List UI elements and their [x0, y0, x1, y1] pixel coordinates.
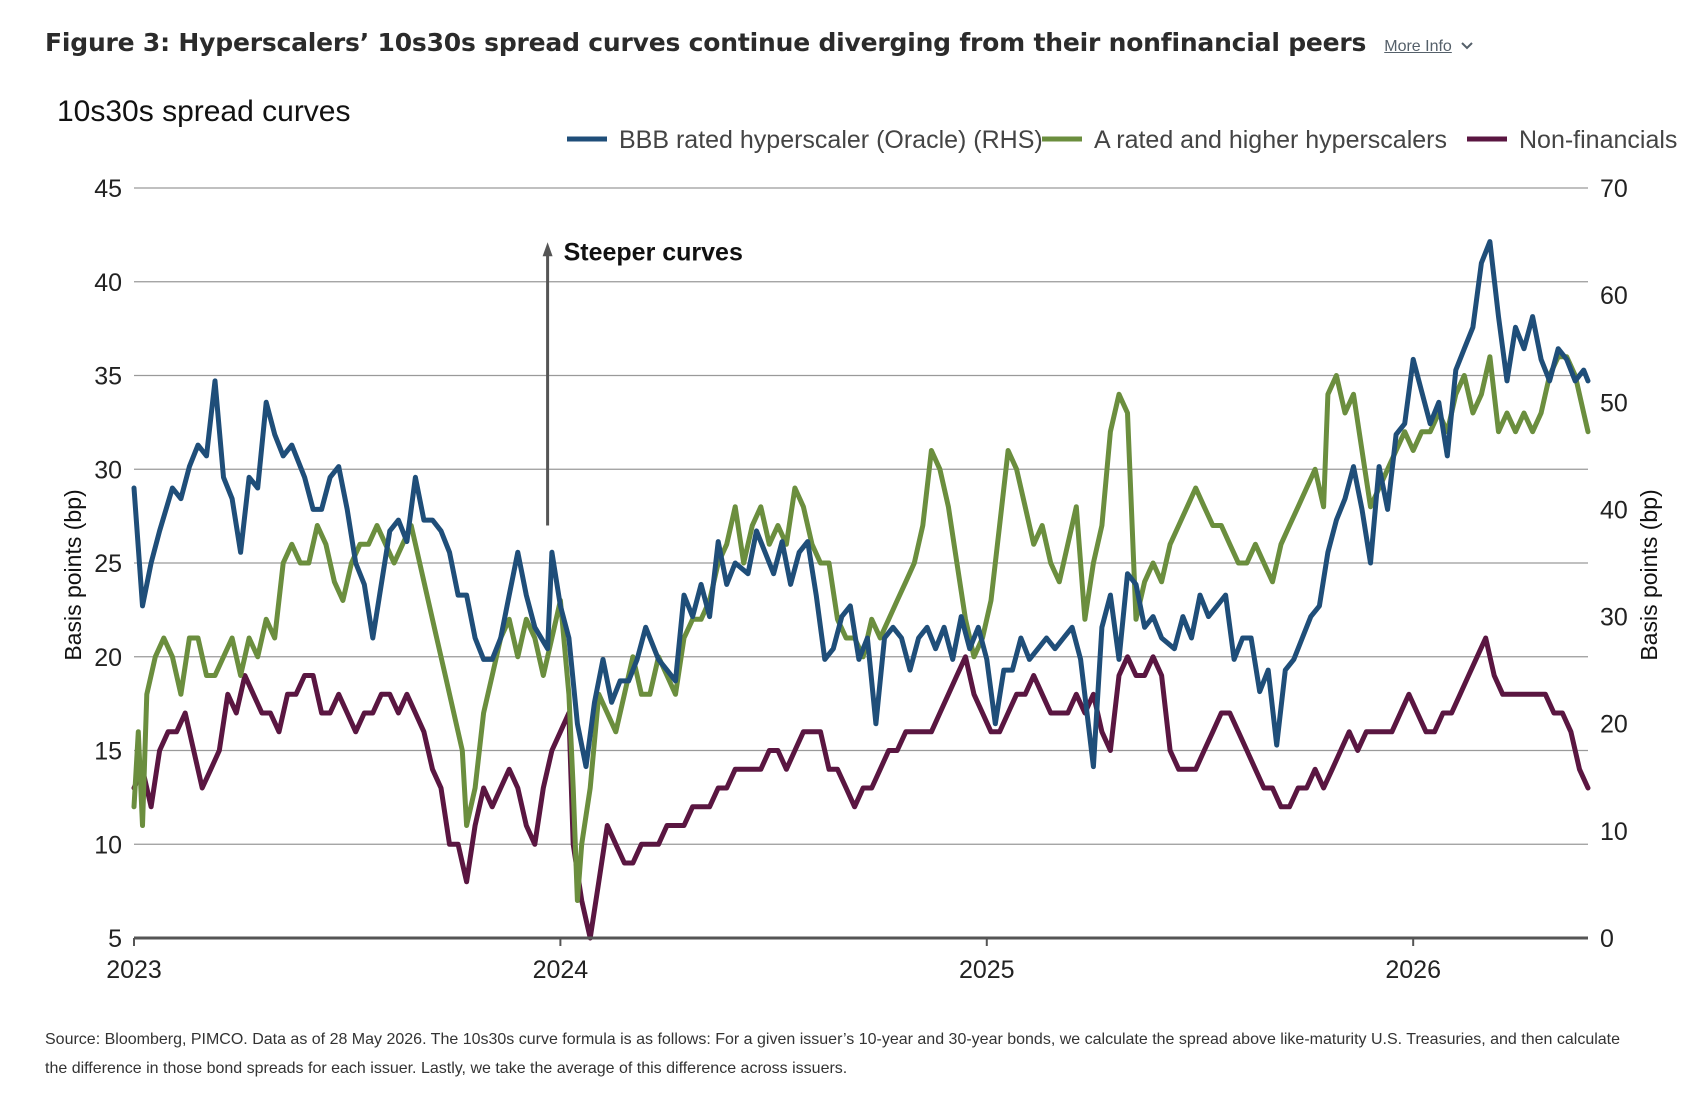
y-tick-right: 10	[1600, 818, 1628, 846]
y-tick-right: 40	[1600, 496, 1628, 524]
y-tick-left: 45	[94, 175, 122, 203]
y-tick-left: 25	[94, 550, 122, 578]
y-tick-right: 20	[1600, 711, 1628, 739]
more-info-label: More Info	[1384, 38, 1452, 55]
y-tick-left: 30	[94, 456, 122, 484]
x-tick-label: 2024	[533, 956, 589, 984]
x-tick-label: 2025	[959, 956, 1015, 984]
figure-title: Figure 3: Hyperscalers’ 10s30s spread cu…	[45, 28, 1367, 57]
left-axis-ticks: 5 10 15 20 25 30 35 40 45	[94, 175, 122, 953]
gridlines	[134, 187, 1588, 845]
y-axis-label-left: Basis points (bp)	[60, 489, 86, 660]
series-line	[131, 354, 1591, 903]
arrow-up-icon	[542, 242, 553, 257]
figure-header: Figure 3: Hyperscalers’ 10s30s spread cu…	[45, 28, 1474, 57]
chart-title: 10s30s spread curves	[57, 95, 351, 128]
chevron-down-icon	[1460, 38, 1474, 56]
x-tick-label: 2023	[106, 956, 162, 984]
legend-label: BBB rated hyperscaler (Oracle) (RHS)	[619, 126, 1043, 154]
y-tick-left: 20	[94, 644, 122, 672]
y-tick-left: 15	[94, 738, 122, 766]
y-tick-left: 10	[94, 831, 122, 859]
annotation-steeper-curves: Steeper curves	[542, 238, 743, 526]
y-tick-right: 30	[1600, 604, 1628, 632]
legend: BBB rated hyperscaler (Oracle) (RHS) A ra…	[567, 126, 1677, 154]
more-info-button[interactable]: More Info	[1384, 38, 1474, 56]
series-line	[131, 635, 1591, 941]
x-axis-ticks: 2023 2024 2025 2026	[106, 956, 1441, 984]
x-tick-label: 2026	[1385, 956, 1441, 984]
axes	[133, 936, 1588, 946]
y-tick-right: 70	[1600, 175, 1628, 203]
y-tick-left: 5	[108, 925, 122, 953]
annotation-label: Steeper curves	[564, 238, 743, 266]
legend-label: Non-financials	[1519, 126, 1677, 154]
y-tick-right: 60	[1600, 282, 1628, 310]
series-line	[131, 239, 1591, 770]
right-axis-ticks: 0 10 20 30 40 50 60 70	[1600, 175, 1628, 953]
y-tick-left: 35	[94, 363, 122, 391]
y-tick-right: 0	[1600, 925, 1614, 953]
series-lines	[131, 239, 1591, 941]
y-axis-label-right: Basis points (bp)	[1636, 489, 1662, 660]
legend-label: A rated and higher hyperscalers	[1094, 126, 1447, 154]
footnote: Source: Bloomberg, PIMCO. Data as of 28 …	[45, 1031, 1621, 1077]
y-tick-right: 50	[1600, 389, 1628, 417]
y-tick-left: 40	[94, 269, 122, 297]
